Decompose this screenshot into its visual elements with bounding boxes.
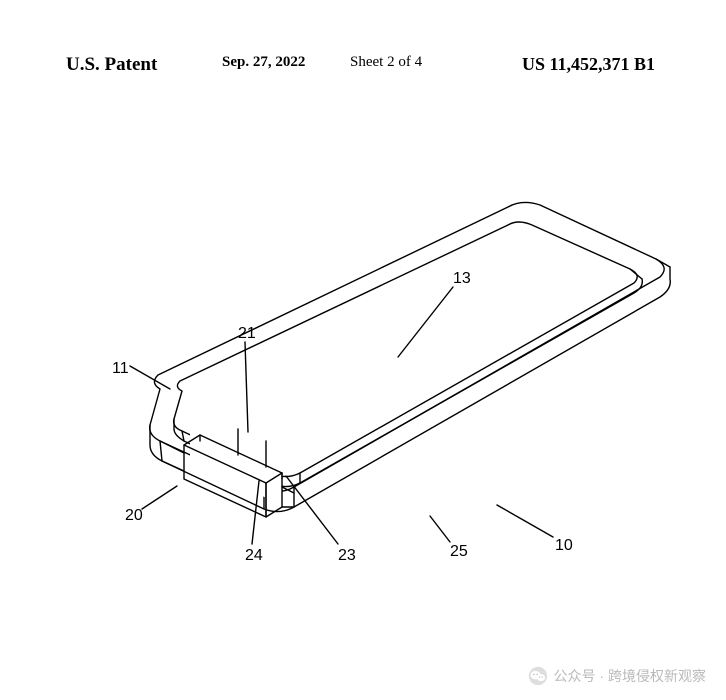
watermark-text: 公众号 · 跨境侵权新观察 <box>554 666 706 686</box>
ref-numeral-21: 21 <box>238 325 256 343</box>
ref-numeral-23: 23 <box>338 547 356 565</box>
ref-numeral-10: 10 <box>555 537 573 555</box>
ref-numeral-24: 24 <box>245 547 263 565</box>
patent-figure: 10 11 13 20 21 23 24 25 <box>50 135 676 615</box>
wechat-icon <box>528 666 548 686</box>
issue-date: Sep. 27, 2022 <box>222 54 305 71</box>
ref-numeral-20: 20 <box>125 507 143 525</box>
ref-numeral-11: 11 <box>112 360 129 378</box>
patent-number: US 11,452,371 B1 <box>522 54 655 75</box>
sheet-number: Sheet 2 of 4 <box>350 54 422 71</box>
us-patent-label: U.S. Patent <box>66 54 157 76</box>
ref-numeral-13: 13 <box>453 270 471 288</box>
ref-numeral-25: 25 <box>450 543 468 561</box>
watermark: 公众号 · 跨境侵权新观察 <box>528 666 706 686</box>
